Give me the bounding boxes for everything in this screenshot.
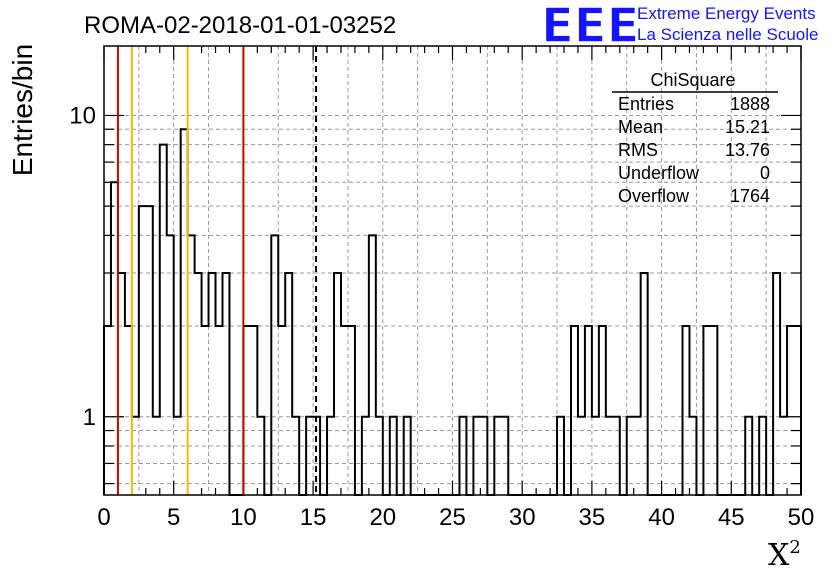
x-tick-label: 25: [439, 504, 466, 531]
x-tick-label: 50: [788, 504, 815, 531]
stats-box-rows: Entries 1888 Mean 15.21 RMS 13.76 Underflow 0 Ov…: [618, 94, 770, 206]
x-tick-label: 30: [509, 504, 536, 531]
x-tick-label: 35: [579, 504, 606, 531]
x-tick-label: 45: [718, 504, 745, 531]
stats-row-value: 1764: [730, 186, 770, 206]
y-tick-label: 1: [83, 404, 96, 431]
x-tick-label: 0: [97, 504, 110, 531]
x-tick-label: 10: [230, 504, 257, 531]
eee-logo: EEE Extreme Energy Events La Scienza nel…: [540, 0, 818, 55]
stats-row-label: Overflow: [618, 186, 690, 206]
eee-logo-mark: EEE: [541, 0, 639, 54]
stats-row-value: 1888: [730, 94, 770, 114]
x-axis-title-symbol: Χ: [768, 538, 790, 572]
eee-logo-line1: Extreme Energy Events: [637, 4, 816, 23]
run-title: ROMA-02-2018-01-01-03252: [84, 12, 396, 39]
stats-row-label: RMS: [618, 140, 658, 160]
y-axis-title: Entries/bin: [7, 44, 38, 176]
eee-logo-line2: La Scienza nelle Scuole: [637, 25, 818, 44]
y-tick-labels: 1 10: [69, 102, 96, 430]
x-tick-label: 15: [300, 504, 327, 531]
x-tick-label: 40: [648, 504, 675, 531]
stats-row-value: 0: [760, 163, 770, 183]
stats-row-label: Underflow: [618, 163, 700, 183]
x-tick-label: 20: [369, 504, 396, 531]
x-axis-title: Χ2: [768, 537, 801, 572]
stats-row-label: Entries: [618, 94, 674, 114]
x-tick-labels: 0 5 10 15 20 25 30 35 40 45 50: [97, 504, 814, 531]
stats-box-title: ChiSquare: [650, 70, 735, 90]
x-axis-title-exponent: 2: [789, 537, 800, 558]
y-tick-label: 10: [69, 102, 96, 129]
stats-row-value: 13.76: [725, 140, 770, 160]
plot-frame: [103, 45, 802, 496]
stats-row-value: 15.21: [725, 117, 770, 137]
stats-box: ChiSquare Entries 1888 Mean 15.21 RMS 13.76 Un…: [612, 70, 778, 206]
x-tick-label: 5: [167, 504, 180, 531]
plot-area: [103, 45, 802, 496]
reference-lines: [116, 46, 318, 495]
stats-row-label: Mean: [618, 117, 663, 137]
